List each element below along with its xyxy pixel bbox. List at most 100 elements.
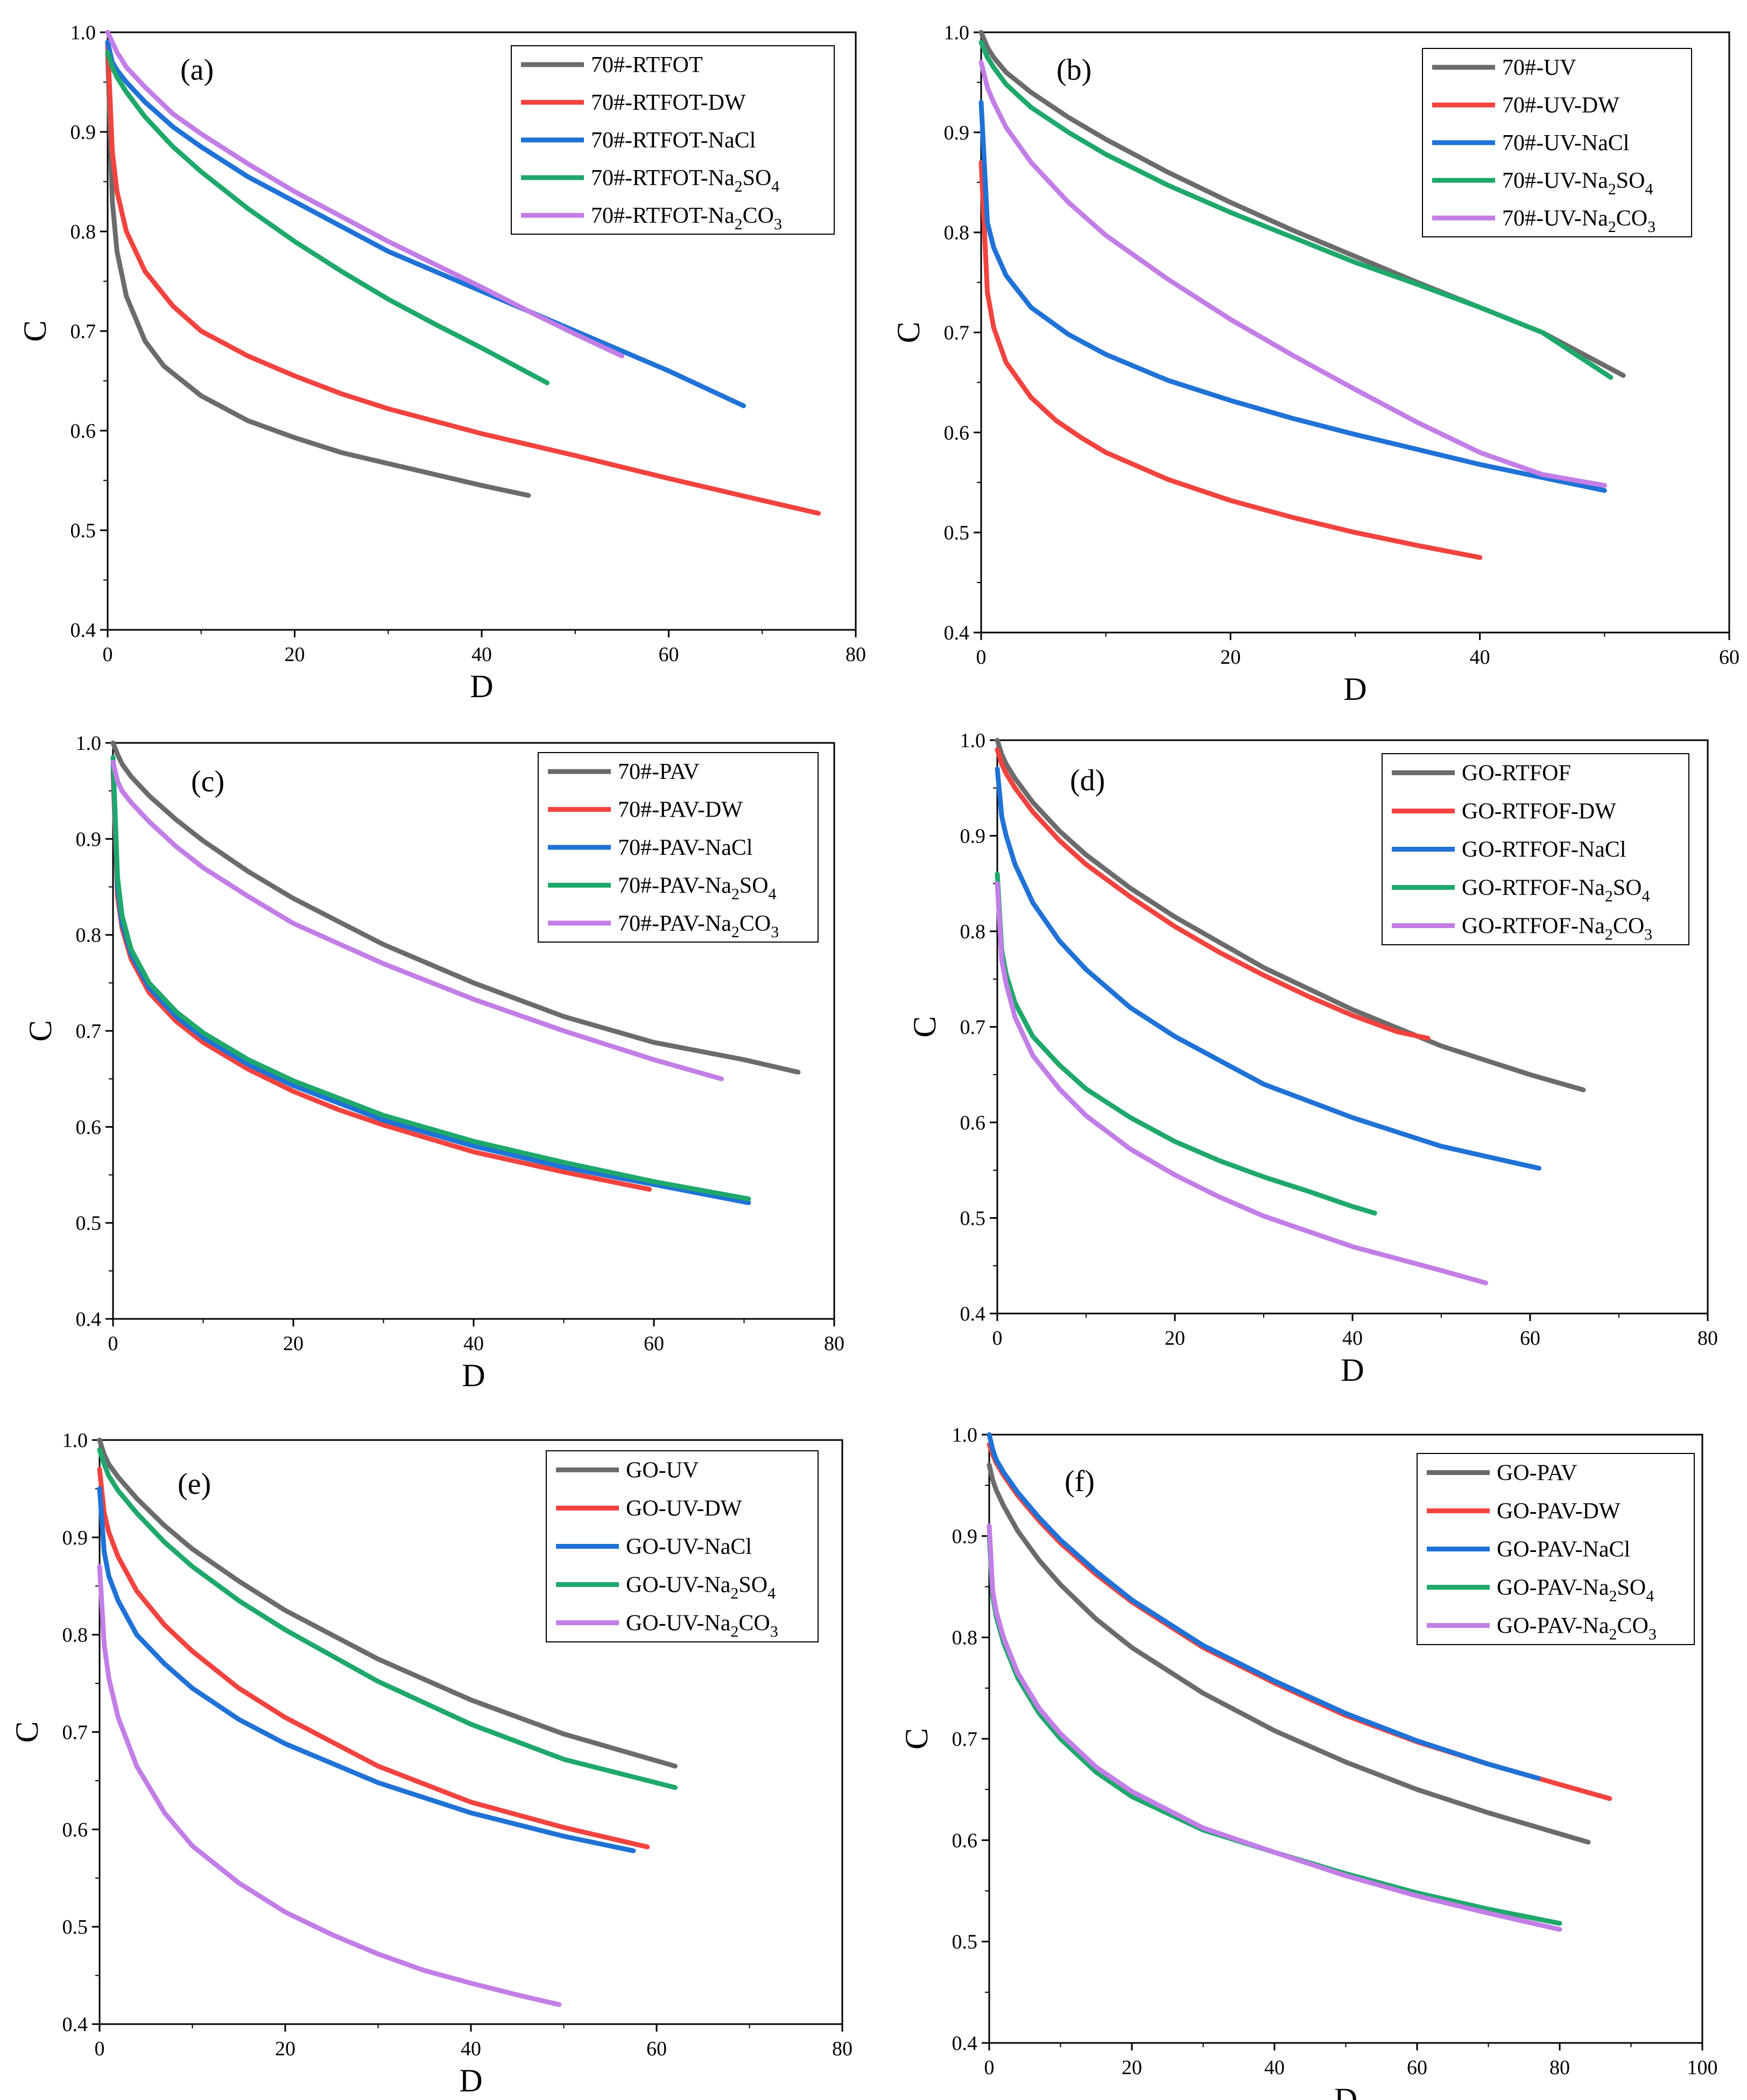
- y-tick-label: 0.9: [62, 1527, 88, 1549]
- legend-label: GO-UV-Na2SO4: [626, 1573, 776, 1603]
- x-tick-label: 80: [1697, 1327, 1718, 1350]
- y-axis-title: C: [899, 1728, 934, 1750]
- chart-panel-d: 0 20 40 60 80 0.4 0.5 0.6 0.7 0.8 0.9 1.0 D C (d) GO-RT…: [907, 729, 1718, 1388]
- y-tick-label: 0.4: [960, 1303, 986, 1325]
- y-tick-label: 0.8: [76, 924, 102, 947]
- legend-label: 70#-UV: [1502, 55, 1576, 80]
- x-tick-label: 60: [644, 1332, 664, 1355]
- y-tick-label: 0.6: [62, 1818, 88, 1841]
- y-tick-label: 0.6: [76, 1116, 102, 1139]
- x-tick-label: 40: [461, 2038, 481, 2060]
- x-tick-label: 0: [103, 643, 113, 666]
- legend-label: GO-RTFOF: [1462, 761, 1571, 786]
- y-tick-label: 0.6: [71, 420, 96, 443]
- series-line: [995, 747, 1431, 1041]
- series-line: [97, 1564, 562, 2007]
- legend-label: GO-PAV-Na2SO4: [1497, 1576, 1654, 1605]
- y-tick-label: 0.7: [952, 1728, 978, 1751]
- y-tick-label: 0.9: [952, 1525, 978, 1548]
- y-tick-label: 0.7: [944, 322, 970, 345]
- panel-label: (a): [180, 53, 214, 87]
- y-axis-title: C: [891, 321, 926, 343]
- series-line: [987, 1523, 1562, 1932]
- legend-label: 70#-PAV-Na2SO4: [618, 873, 777, 903]
- series-line: [97, 1437, 678, 1769]
- y-axis-title: C: [23, 1020, 58, 1042]
- y-tick-label: 1.0: [76, 732, 102, 755]
- y-axis-title: C: [17, 320, 53, 342]
- legend-label: 70#-RTFOT-NaCl: [591, 128, 756, 153]
- y-axis-title: C: [907, 1016, 942, 1037]
- y-tick-label: 0.4: [71, 619, 96, 642]
- x-axis-title: D: [1334, 2082, 1357, 2100]
- x-tick-label: 20: [285, 643, 305, 666]
- series-line: [105, 50, 550, 385]
- y-tick-label: 0.6: [960, 1112, 986, 1134]
- legend-label: 70#-PAV-DW: [618, 798, 743, 823]
- x-tick-label: 20: [1220, 646, 1241, 669]
- y-tick-label: 0.7: [71, 320, 96, 343]
- x-tick-label: 60: [1520, 1327, 1540, 1350]
- y-tick-label: 0.9: [944, 122, 970, 144]
- series-line: [995, 881, 1488, 1286]
- x-tick-label: 100: [1687, 2056, 1718, 2079]
- x-tick-label: 40: [471, 643, 492, 666]
- panel-label: (e): [178, 1467, 211, 1501]
- y-tick-label: 1.0: [952, 1424, 978, 1446]
- legend-label: 70#-RTFOT-Na2CO3: [591, 203, 782, 233]
- legend-label: 70#-PAV: [618, 760, 700, 784]
- x-tick-label: 40: [463, 1332, 484, 1355]
- series-line: [105, 30, 625, 359]
- y-tick-label: 0.5: [71, 519, 96, 542]
- x-axis-title: D: [459, 2063, 482, 2098]
- series-line: [978, 40, 1614, 380]
- chart-panel-b: 0 20 40 60 0.4 0.5 0.6 0.7 0.8 0.9 1.0 D C (b) 70#-UV 7…: [891, 22, 1739, 700]
- series-line: [978, 160, 1483, 560]
- y-tick-label: 0.4: [62, 2013, 88, 2036]
- panel-label: (b): [1056, 53, 1091, 87]
- series-line: [105, 40, 821, 516]
- y-tick-label: 0.5: [62, 1916, 88, 1939]
- y-tick-label: 1.0: [62, 1429, 88, 1452]
- x-axis-title: D: [462, 1358, 485, 1393]
- y-tick-label: 0.8: [960, 921, 986, 943]
- y-axis-title: C: [9, 1721, 45, 1743]
- y-tick-label: 0.7: [960, 1016, 986, 1039]
- y-tick-label: 0.4: [76, 1308, 102, 1331]
- x-tick-label: 0: [976, 646, 987, 669]
- x-tick-label: 0: [984, 2056, 995, 2079]
- y-tick-label: 0.7: [76, 1020, 102, 1043]
- x-tick-label: 0: [992, 1327, 1003, 1350]
- x-tick-label: 80: [832, 2038, 853, 2060]
- x-tick-label: 60: [659, 643, 679, 666]
- series-line: [105, 50, 531, 498]
- legend-label: 70#-RTFOT: [591, 53, 702, 78]
- series-line: [97, 1486, 636, 1853]
- y-tick-label: 0.7: [62, 1722, 88, 1744]
- y-tick-label: 0.6: [952, 1829, 978, 1852]
- series-line: [987, 1432, 1541, 1781]
- x-axis-title: D: [470, 669, 493, 700]
- series-line: [110, 740, 801, 1075]
- x-tick-label: 40: [1342, 1327, 1363, 1350]
- legend-label: 70#-RTFOT-DW: [591, 90, 746, 115]
- x-tick-label: 80: [824, 1332, 844, 1355]
- y-tick-label: 0.4: [952, 2032, 978, 2055]
- x-tick-label: 0: [108, 1332, 118, 1355]
- legend-label: GO-RTFOF-DW: [1462, 799, 1616, 824]
- x-tick-label: 60: [1407, 2056, 1427, 2079]
- y-tick-label: 0.9: [71, 121, 96, 144]
- x-tick-label: 40: [1264, 2056, 1285, 2079]
- legend-label: GO-PAV: [1497, 1461, 1577, 1486]
- x-axis-title: D: [1341, 1352, 1364, 1388]
- panel-label: (d): [1070, 764, 1105, 797]
- y-tick-label: 0.6: [944, 422, 970, 444]
- x-tick-label: 60: [646, 2038, 667, 2060]
- x-axis-title: D: [1343, 671, 1366, 700]
- chart-panel-f: 0 20 40 60 80 100 0.4 0.5 0.6 0.7 0.8 0.9 1.0 D C (f) GO…: [899, 1424, 1718, 2100]
- x-tick-label: 60: [1719, 646, 1739, 669]
- y-tick-label: 0.8: [944, 222, 970, 244]
- series-line: [995, 766, 1541, 1171]
- y-tick-label: 0.4: [944, 622, 970, 644]
